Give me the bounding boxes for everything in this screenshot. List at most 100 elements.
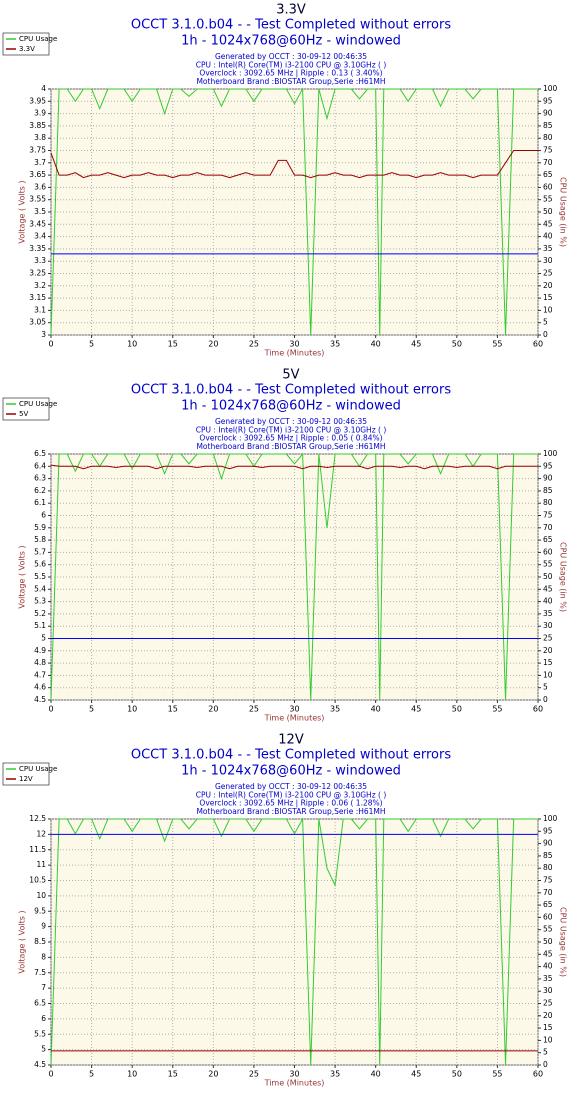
- y2-axis-label: CPU Usage (in %): [559, 907, 568, 977]
- y-tick-label: 6: [41, 511, 46, 520]
- y-tick-label: 3.2: [34, 281, 46, 290]
- y-tick-label: 3.75: [29, 146, 46, 155]
- x-axis-label: Time (Minutes): [264, 714, 325, 723]
- info-line: Motherboard Brand :BIOSTAR Group,Serie :…: [196, 77, 385, 86]
- y-tick-label: 12: [36, 829, 46, 838]
- y-tick-label: 3.4: [34, 232, 46, 241]
- y2-tick-label: 70: [543, 158, 553, 167]
- y-tick-label: 5.7: [34, 547, 46, 556]
- y2-tick-label: 10: [543, 305, 553, 314]
- y-tick-label: 3: [41, 330, 46, 339]
- y-tick-label: 3.1: [34, 305, 46, 314]
- y-tick-label: 5.4: [34, 584, 46, 593]
- chart-title: 12V: [278, 733, 304, 748]
- y2-tick-label: 20: [543, 646, 553, 655]
- x-tick-label: 50: [452, 340, 462, 349]
- y2-tick-label: 30: [543, 986, 553, 995]
- y2-tick-label: 70: [543, 523, 553, 532]
- y-tick-label: 5.5: [34, 1029, 46, 1038]
- y-tick-label: 9: [41, 922, 46, 931]
- chart-subtitle: 1h - 1024x768@60Hz - windowed: [181, 764, 401, 779]
- info-line: Generated by OCCT : 30-09-12 00:46:35: [215, 782, 367, 791]
- y-tick-label: 4.5: [34, 695, 46, 704]
- y2-tick-label: 95: [543, 461, 553, 470]
- info-line: CPU : Intel(R) Core(TM) i3-2100 CPU @ 3.…: [196, 425, 387, 434]
- y-tick-label: 3.15: [29, 293, 46, 302]
- info-line: Overclock : 3092.65 MHz | Ripple : 0.06 …: [199, 799, 382, 808]
- y2-tick-label: 100: [543, 84, 558, 93]
- y-tick-label: 5: [41, 1045, 46, 1054]
- y2-tick-label: 75: [543, 511, 553, 520]
- y-tick-label: 3.6: [34, 182, 46, 191]
- y2-tick-label: 45: [543, 949, 553, 958]
- y2-tick-label: 15: [543, 1023, 553, 1032]
- y2-tick-label: 65: [543, 535, 553, 544]
- y-tick-label: 5.8: [34, 535, 46, 544]
- x-tick-label: 5: [89, 705, 94, 714]
- y-tick-label: 3.3: [34, 256, 46, 265]
- x-tick-label: 40: [371, 1070, 381, 1079]
- y2-tick-label: 65: [543, 170, 553, 179]
- y-tick-label: 4: [41, 84, 46, 93]
- x-tick-label: 30: [289, 705, 299, 714]
- x-tick-label: 55: [492, 1070, 502, 1079]
- series-line: [50, 87, 538, 336]
- y2-tick-label: 0: [543, 1060, 548, 1069]
- y-tick-label: 6.5: [34, 999, 46, 1008]
- info-line: CPU : Intel(R) Core(TM) i3-2100 CPU @ 3.…: [196, 60, 387, 69]
- x-axis-label: Time (Minutes): [264, 1079, 325, 1088]
- y2-tick-label: 45: [543, 219, 553, 228]
- x-tick-label: 35: [330, 340, 340, 349]
- chart-subtitle: OCCT 3.1.0.b04 - - Test Completed withou…: [131, 18, 451, 33]
- y2-tick-label: 100: [543, 814, 558, 823]
- y2-tick-label: 65: [543, 900, 553, 909]
- x-tick-label: 30: [289, 340, 299, 349]
- y2-tick-label: 50: [543, 572, 553, 581]
- y2-tick-label: 10: [543, 670, 553, 679]
- y2-tick-label: 95: [543, 96, 553, 105]
- y-tick-label: 5.5: [34, 572, 46, 581]
- y2-tick-label: 35: [543, 974, 553, 983]
- x-tick-label: 20: [208, 1070, 218, 1079]
- y2-tick-label: 25: [543, 634, 553, 643]
- x-tick-label: 0: [48, 340, 53, 349]
- legend-label: CPU Usage: [19, 765, 57, 773]
- chart-title: 3.3V: [276, 3, 306, 18]
- y2-tick-label: 0: [543, 330, 548, 339]
- y2-tick-label: 25: [543, 999, 553, 1008]
- y2-tick-label: 80: [543, 863, 553, 872]
- x-tick-label: 15: [168, 1070, 178, 1079]
- x-tick-label: 30: [289, 1070, 299, 1079]
- x-tick-label: 50: [452, 705, 462, 714]
- x-tick-label: 45: [411, 340, 421, 349]
- legend-label: 5V: [19, 410, 28, 418]
- y-axis-label: Voltage ( Volts ): [18, 180, 27, 243]
- legend-label: 3.3V: [19, 45, 35, 53]
- y-tick-label: 5.1: [34, 621, 46, 630]
- y2-tick-label: 40: [543, 232, 553, 241]
- y2-tick-label: 75: [543, 876, 553, 885]
- y-tick-label: 3.25: [29, 269, 46, 278]
- y2-tick-label: 20: [543, 281, 553, 290]
- series-line: [50, 817, 538, 1066]
- y2-tick-label: 50: [543, 937, 553, 946]
- y-tick-label: 6.5: [34, 449, 46, 458]
- y2-tick-label: 75: [543, 146, 553, 155]
- y-tick-label: 3.8: [34, 133, 46, 142]
- y-tick-label: 3.45: [29, 219, 46, 228]
- series-line: [50, 150, 538, 179]
- y-tick-label: 4.6: [34, 683, 46, 692]
- y2-tick-label: 85: [543, 851, 553, 860]
- y2-tick-label: 5: [543, 683, 548, 692]
- y-tick-label: 6: [41, 1014, 46, 1023]
- y-tick-label: 8: [41, 952, 46, 961]
- y2-tick-label: 10: [543, 1035, 553, 1044]
- x-tick-label: 5: [89, 340, 94, 349]
- y2-tick-label: 35: [543, 609, 553, 618]
- y2-tick-label: 95: [543, 826, 553, 835]
- x-tick-label: 10: [127, 1070, 137, 1079]
- x-tick-label: 25: [249, 340, 259, 349]
- x-axis-label: Time (Minutes): [264, 349, 325, 358]
- y2-tick-label: 60: [543, 547, 553, 556]
